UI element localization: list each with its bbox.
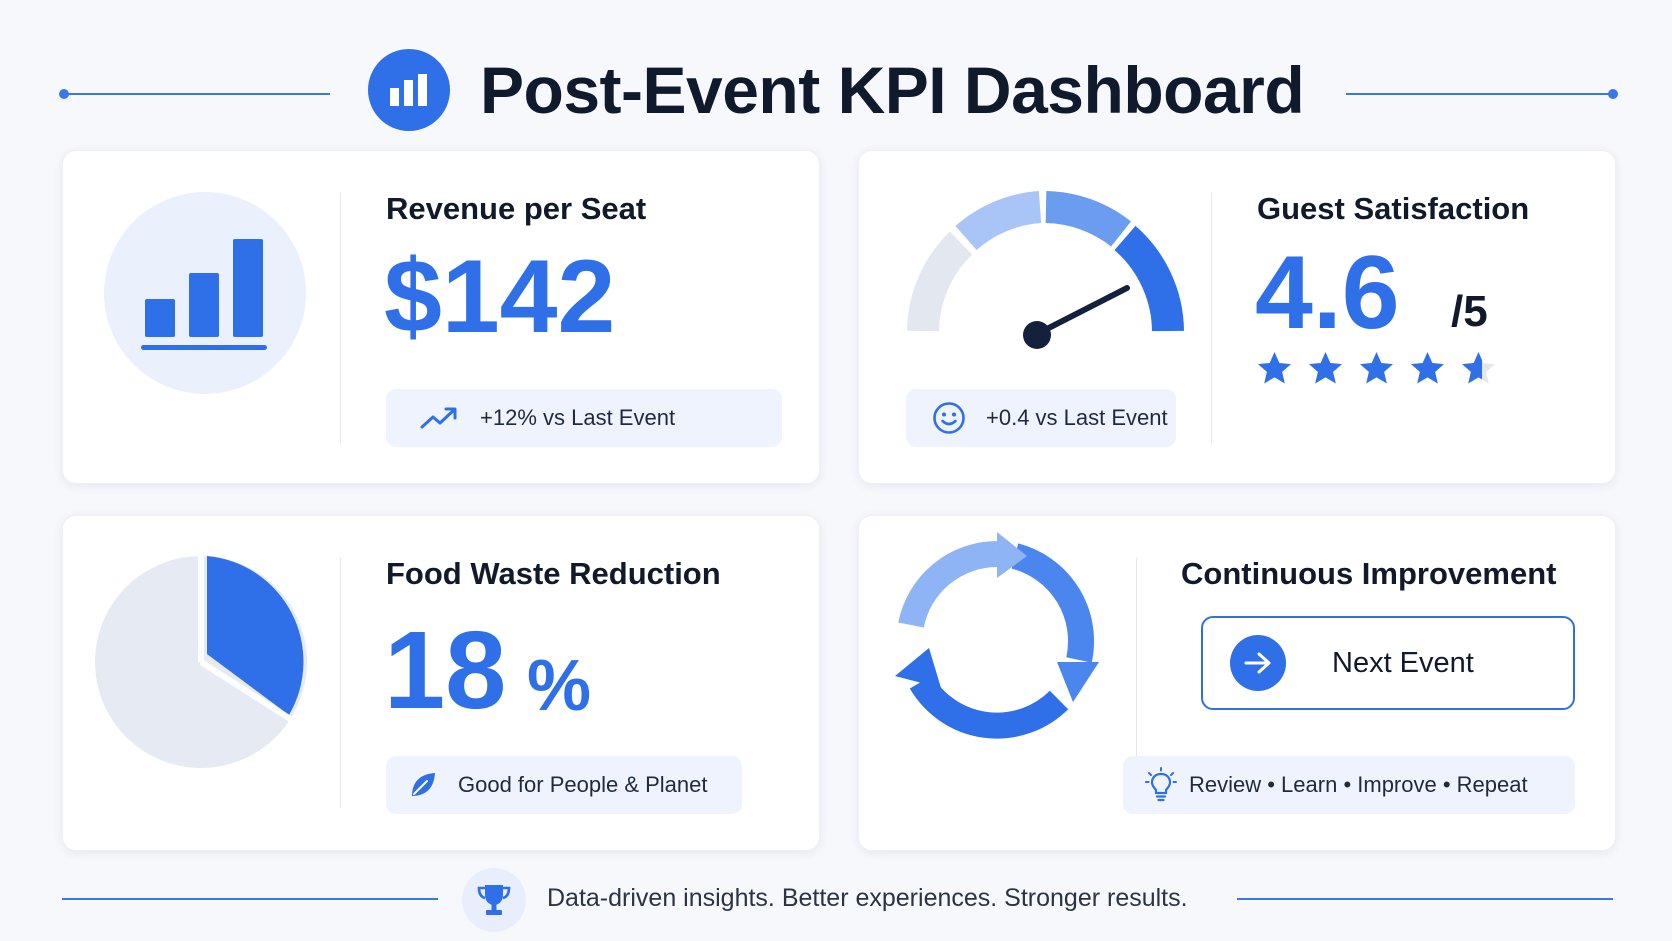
leaf-icon [408, 770, 438, 800]
improvement-cycle-text: Review • Learn • Improve • Repeat [1189, 772, 1528, 797]
revenue-card: Revenue per Seat $142 +12% vs Last Event [62, 150, 820, 484]
improvement-title: Continuous Improvement [1181, 556, 1557, 591]
lightbulb-icon [1145, 767, 1177, 803]
improvement-cycle-pill: Review • Learn • Improve • Repeat [1123, 756, 1575, 814]
page-title: Post-Event KPI Dashboard [480, 53, 1305, 127]
arrow-right-icon [1230, 635, 1286, 691]
food-waste-value: 18 [384, 609, 507, 732]
star-icon [1258, 352, 1291, 384]
next-event-label: Next Event [1332, 646, 1474, 679]
star-icon [1462, 352, 1495, 384]
revenue-delta-text: +12% vs Last Event [480, 405, 676, 430]
food-waste-tagline-pill: Good for People & Planet [386, 756, 742, 814]
food-waste-title: Food Waste Reduction [386, 556, 721, 591]
satisfaction-delta-text: +0.4 vs Last Event [986, 405, 1168, 430]
food-waste-unit: % [527, 646, 592, 726]
star-icon [1309, 352, 1342, 384]
trophy-icon [462, 868, 526, 932]
satisfaction-card: Guest Satisfaction 4.6 /5 +0.4 vs Last E… [858, 150, 1616, 484]
bar-chart-icon [368, 49, 450, 131]
trending-up-icon [420, 405, 458, 431]
satisfaction-divider [1211, 193, 1212, 443]
cycle-arrows-icon [895, 532, 1099, 739]
revenue-title: Revenue per Seat [386, 191, 647, 226]
dashboard-header: Post-Event KPI Dashboard [0, 20, 1672, 131]
star-icon [1360, 352, 1393, 384]
satisfaction-value: 4.6 [1255, 235, 1400, 351]
satisfaction-delta-pill: +0.4 vs Last Event [906, 389, 1176, 447]
header-rule-right [1346, 93, 1612, 95]
improvement-card: Continuous Improvement Next Event Review… [858, 515, 1616, 851]
footer-rule-right [1237, 898, 1613, 900]
gauge-icon [907, 191, 1184, 349]
pie-chart-icon [95, 554, 307, 768]
next-event-button[interactable]: Next Event [1201, 616, 1575, 710]
revenue-divider [340, 193, 341, 443]
food-waste-tagline-text: Good for People & Planet [458, 772, 708, 797]
revenue-value: $142 [384, 239, 616, 355]
smiley-icon [932, 401, 966, 435]
header-rule-right-dot [1608, 89, 1618, 99]
title-group: Post-Event KPI Dashboard [368, 40, 1305, 140]
footer-rule-left [62, 898, 438, 900]
star-rating [1257, 351, 1496, 385]
footer-tagline: Data-driven insights. Better experiences… [547, 884, 1188, 912]
food-waste-card: Food Waste Reduction 18 % Good for Peopl… [62, 515, 820, 851]
header-rule-left [64, 93, 330, 95]
star-icon [1411, 352, 1444, 384]
food-waste-divider [340, 558, 341, 808]
satisfaction-title: Guest Satisfaction [1257, 191, 1530, 226]
revenue-delta-pill: +12% vs Last Event [386, 389, 782, 447]
revenue-bar-chart-icon [104, 192, 306, 394]
satisfaction-scale: /5 [1451, 287, 1488, 336]
header-rule-left-dot [59, 89, 69, 99]
improvement-divider [1136, 558, 1137, 808]
